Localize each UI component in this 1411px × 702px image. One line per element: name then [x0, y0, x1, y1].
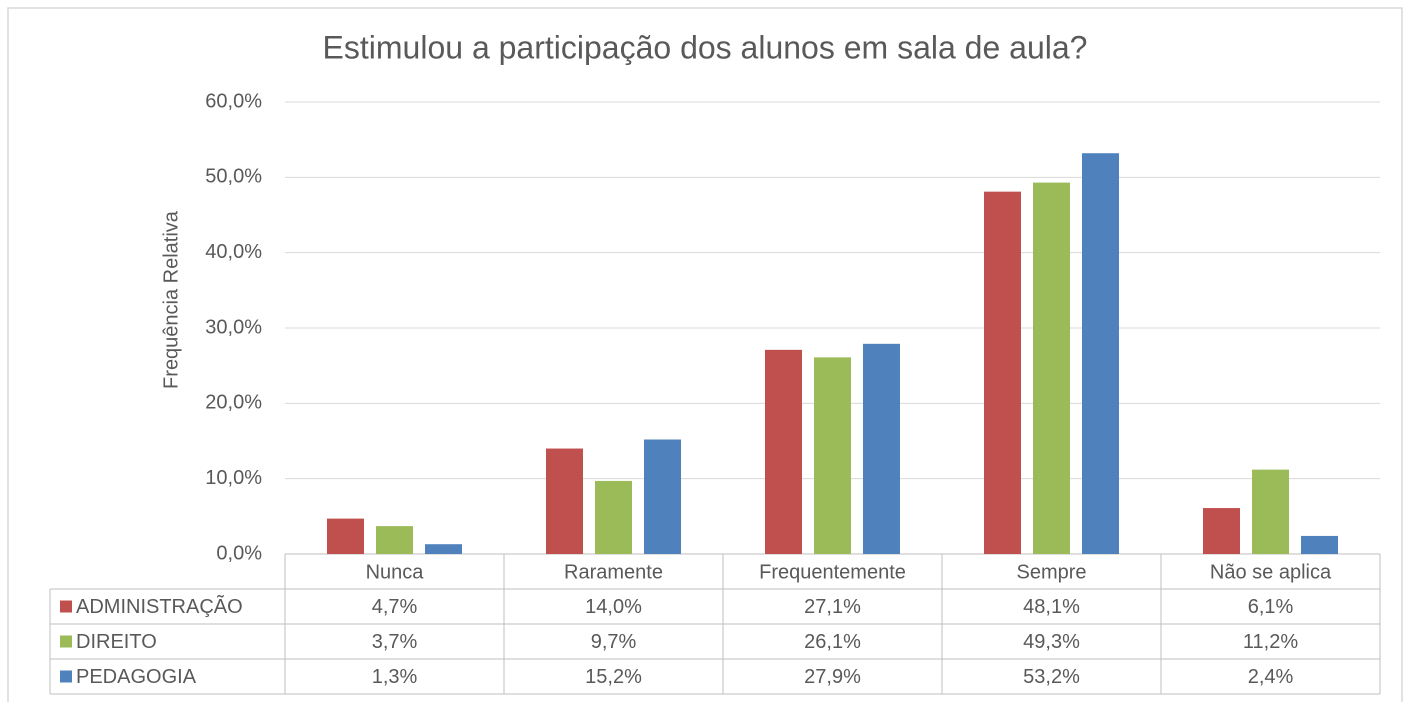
x-tick-label: Frequentemente: [759, 561, 906, 583]
y-tick-label: 50,0%: [205, 166, 262, 188]
table-value: 27,9%: [804, 666, 861, 688]
table-value: 4,7%: [372, 596, 418, 618]
table-value: 3,7%: [372, 631, 418, 653]
y-axis-title: Frequência Relativa: [160, 210, 182, 389]
legend-label: DIREITO: [76, 631, 157, 653]
x-tick-label: Não se aplica: [1210, 561, 1332, 583]
bar: [984, 191, 1021, 554]
y-tick-label: 60,0%: [205, 90, 262, 112]
bar: [1301, 535, 1338, 554]
bar: [765, 349, 802, 554]
y-tick-label: 40,0%: [205, 241, 262, 263]
bar: [425, 544, 462, 554]
table-value: 11,2%: [1243, 631, 1298, 653]
chart-title: Estimulou a participação dos alunos em s…: [323, 29, 1088, 65]
bar: [327, 518, 364, 554]
table-value: 26,1%: [804, 631, 861, 653]
table-value: 1,3%: [372, 666, 418, 688]
bar: [595, 480, 632, 554]
bar: [1033, 182, 1070, 554]
bar: [814, 357, 851, 554]
y-tick-label: 0,0%: [216, 542, 262, 564]
x-tick-label: Nunca: [366, 561, 425, 583]
legend-swatch: [60, 635, 72, 648]
x-tick-label: Raramente: [564, 561, 663, 583]
bar: [1082, 153, 1119, 554]
legend-swatch: [60, 600, 72, 613]
table-value: 6,1%: [1248, 596, 1294, 618]
y-tick-label: 10,0%: [205, 467, 262, 489]
table-value: 48,1%: [1023, 596, 1080, 618]
y-tick-label: 30,0%: [205, 316, 262, 338]
bar: [644, 439, 681, 554]
table-value: 53,2%: [1023, 666, 1080, 688]
table-value: 14,0%: [585, 596, 642, 618]
table-value: 15,2%: [585, 666, 642, 688]
y-tick-label: 20,0%: [205, 392, 262, 414]
table-value: 49,3%: [1023, 631, 1080, 653]
bar: [546, 448, 583, 554]
table-value: 9,7%: [591, 631, 637, 653]
bar: [1252, 469, 1289, 554]
bar: [376, 526, 413, 554]
chart-border: [7, 7, 1403, 702]
x-tick-label: Sempre: [1016, 561, 1086, 583]
legend-label: ADMINISTRAÇÃO: [76, 594, 243, 618]
table-value: 27,1%: [804, 596, 861, 618]
table-value: 2,4%: [1248, 666, 1294, 688]
bar: [863, 343, 900, 554]
bar: [1203, 508, 1240, 554]
legend-swatch: [60, 670, 72, 683]
legend-label: PEDAGOGIA: [76, 666, 197, 688]
